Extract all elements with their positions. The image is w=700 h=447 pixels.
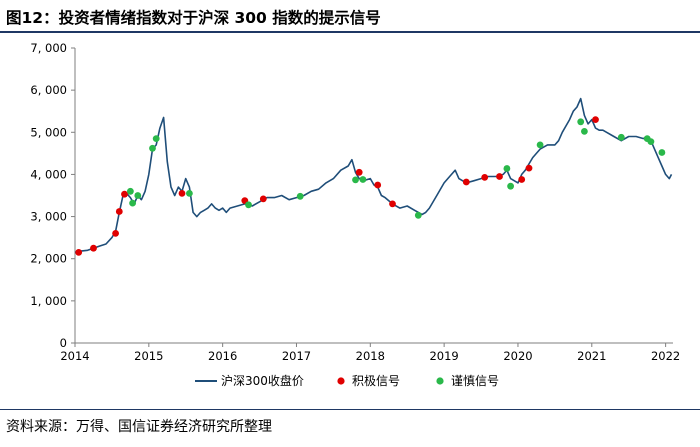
- cautious-signal-point: [536, 141, 544, 149]
- y-tick-label: 3, 000: [30, 210, 67, 224]
- chart-axes: 0 1, 000 2, 000 3, 000 4, 000 5, 000 6, 000 7, …: [30, 41, 680, 363]
- y-tick-label: 5, 000: [30, 125, 67, 139]
- legend-cautious-swatch: [436, 377, 444, 385]
- x-tick-label: 2018: [356, 349, 385, 363]
- chart-legend: 沪深300收盘价 积极信号 谨慎信号: [195, 373, 499, 388]
- x-tick-label: 2014: [60, 349, 89, 363]
- x-tick-label: 2016: [208, 349, 237, 363]
- positive-signal-point: [121, 190, 128, 198]
- x-tick-label: 2017: [282, 349, 311, 363]
- positive-signal-point: [115, 208, 123, 215]
- positive-signal-point: [481, 174, 489, 181]
- cautious-signal-point: [359, 176, 367, 183]
- legend-label-cautious: 谨慎信号: [451, 374, 499, 388]
- positive-signal-point: [178, 190, 186, 197]
- x-tick-label: 2015: [134, 349, 163, 363]
- positive-signal-point: [90, 244, 97, 252]
- cautious-signal-point: [129, 199, 137, 207]
- x-tick-label: 2020: [503, 349, 532, 363]
- title-bar: 图12：投资者情绪指数对于沪深 300 指数的提示信号: [0, 0, 700, 33]
- legend-label-close: 沪深300收盘价: [221, 373, 304, 388]
- positive-signal-point: [525, 164, 533, 172]
- positive-signal-point: [259, 195, 267, 203]
- positive-signal-point: [389, 200, 396, 208]
- cautious-signal-point: [507, 182, 514, 190]
- y-tick-label: 0: [60, 336, 67, 350]
- cautious-signal-point: [186, 190, 193, 197]
- figure-title: 图12：投资者情绪指数对于沪深 300 指数的提示信号: [6, 9, 381, 27]
- cautious-signal-point: [152, 135, 160, 142]
- cautious-signal-point: [296, 192, 304, 200]
- legend-positive-swatch: [337, 377, 345, 385]
- cautious-signal-point: [414, 211, 422, 219]
- cautious-signal-point: [126, 187, 134, 195]
- legend-label-positive: 积极信号: [352, 374, 400, 388]
- x-tick-label: 2021: [577, 349, 606, 363]
- series-line-layer: [74, 97, 673, 254]
- signal-marker-layer: [75, 116, 666, 256]
- source-divider: [0, 409, 700, 410]
- cautious-signal-point: [577, 118, 585, 126]
- cautious-signal-point: [581, 128, 588, 135]
- positive-signal-point: [462, 178, 470, 186]
- cautious-signal-point: [134, 192, 142, 199]
- x-tick-label: 2022: [651, 349, 680, 363]
- source-note: 资料来源：万得、国信证券经济研究所整理: [6, 419, 272, 435]
- positive-signal-point: [112, 230, 119, 237]
- title-divider: [0, 31, 700, 33]
- y-tick-label: 7, 000: [30, 41, 67, 55]
- y-tick-label: 2, 000: [30, 252, 67, 266]
- positive-signal-point: [518, 176, 526, 183]
- positive-signal-point: [75, 249, 83, 256]
- chart: 0 1, 000 2, 000 3, 000 4, 000 5, 000 6, 000 7, …: [30, 41, 680, 388]
- y-tick-label: 6, 000: [30, 83, 67, 97]
- cautious-signal-point: [352, 176, 359, 184]
- y-tick-label: 1, 000: [30, 294, 67, 308]
- cautious-signal-point: [503, 165, 511, 172]
- positive-signal-point: [592, 116, 599, 123]
- cautious-signal-point: [149, 144, 156, 152]
- series-line-hs300: [74, 97, 673, 254]
- cautious-signal-point: [658, 149, 666, 156]
- positive-signal-point: [374, 181, 382, 189]
- positive-signal-point: [496, 173, 503, 180]
- y-tick-label: 4, 000: [30, 167, 67, 181]
- cautious-signal-point: [617, 133, 625, 141]
- cautious-signal-point: [647, 138, 655, 145]
- x-tick-label: 2019: [429, 349, 458, 363]
- positive-signal-point: [355, 168, 363, 176]
- cautious-signal-point: [245, 201, 252, 209]
